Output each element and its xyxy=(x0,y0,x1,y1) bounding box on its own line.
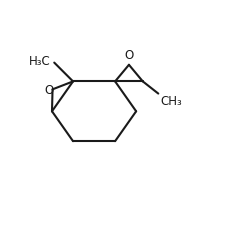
Text: O: O xyxy=(124,49,133,62)
Text: O: O xyxy=(44,84,53,97)
Text: H₃C: H₃C xyxy=(29,55,51,68)
Text: CH₃: CH₃ xyxy=(160,95,181,108)
